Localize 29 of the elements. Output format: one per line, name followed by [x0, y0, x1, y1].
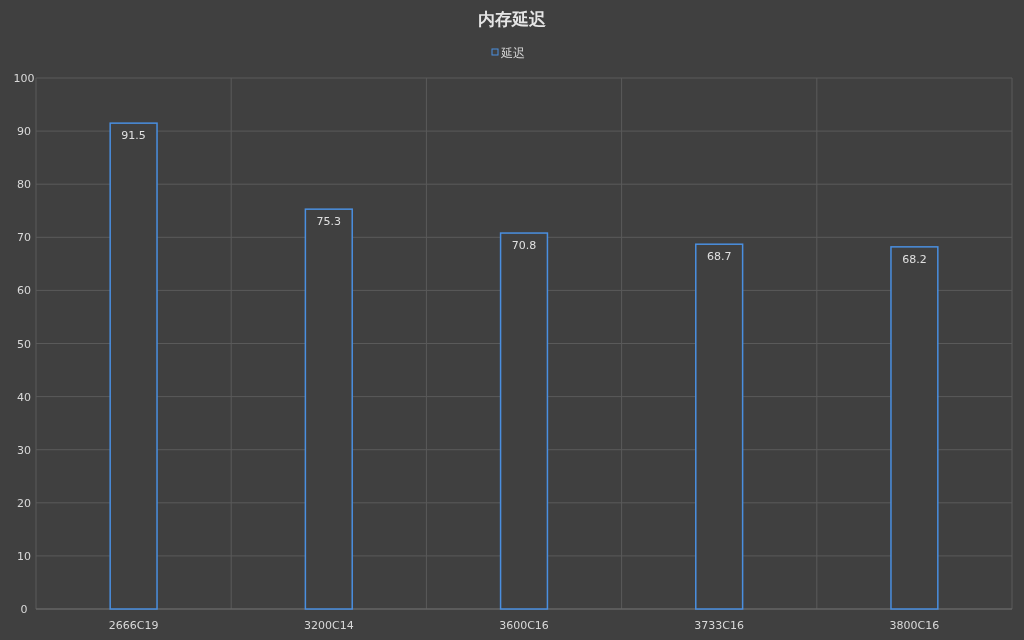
x-tick-label: 2666C19	[108, 619, 159, 632]
y-tick-label: 20	[17, 496, 31, 510]
y-tick-label: 30	[17, 443, 31, 457]
data-label: 75.3	[316, 215, 342, 229]
bar	[695, 243, 744, 610]
data-label: 91.5	[121, 129, 146, 143]
legend-label: 延迟	[500, 46, 525, 60]
chart-title: 内存延迟	[478, 9, 546, 29]
y-tick-label: 0	[20, 603, 28, 616]
data-label: 70.8	[511, 239, 537, 253]
y-tick-label: 40	[17, 390, 31, 404]
bar	[304, 208, 353, 610]
x-tick-label: 3733C16	[694, 619, 745, 632]
y-tick-label: 60	[17, 284, 31, 298]
y-tick-label: 80	[17, 178, 31, 192]
bar	[109, 122, 158, 610]
x-tick-label: 3200C14	[303, 619, 354, 632]
data-label: 68.2	[902, 252, 927, 266]
y-tick-label: 100	[13, 72, 35, 85]
y-tick-label: 90	[17, 125, 31, 139]
bar	[499, 232, 549, 610]
y-tick-label: 10	[17, 549, 31, 563]
x-tick-label: 3600C16	[499, 619, 549, 632]
data-label: 68.7	[706, 250, 732, 264]
x-tick-label: 3800C16	[889, 619, 940, 632]
legend: 延迟	[491, 46, 525, 60]
y-tick-label: 50	[17, 337, 31, 351]
y-tick-label: 70	[17, 231, 31, 245]
bar	[890, 246, 939, 610]
